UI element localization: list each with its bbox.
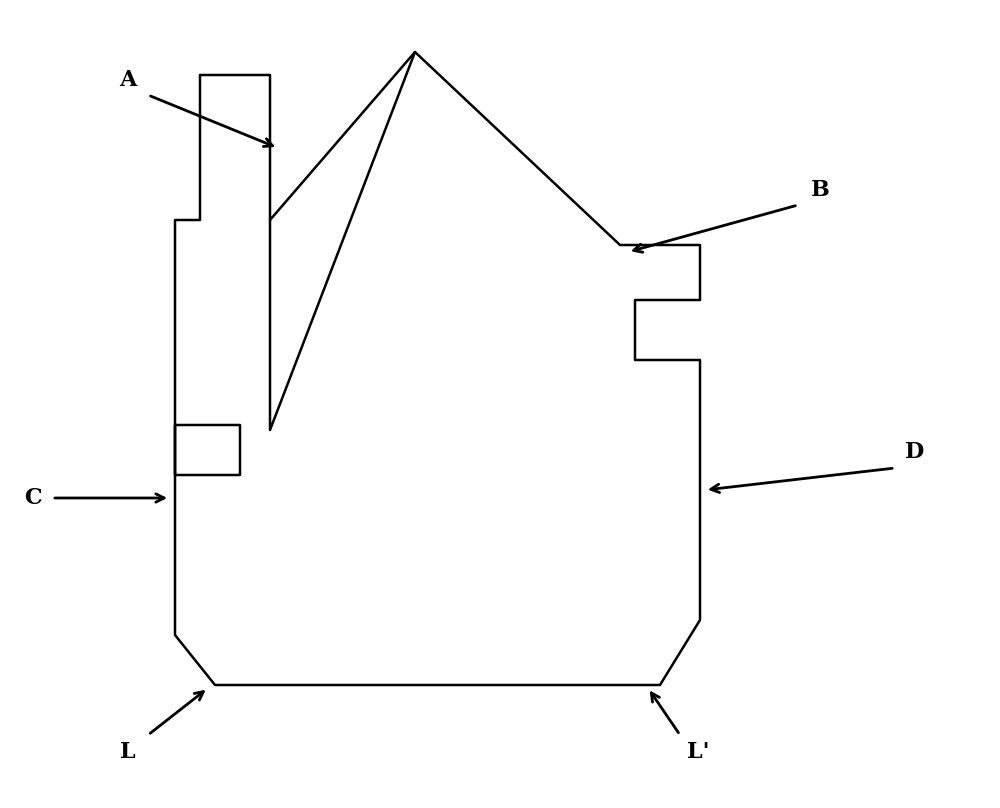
Text: A: A	[119, 69, 137, 91]
Text: L: L	[120, 741, 136, 763]
Text: B: B	[811, 179, 829, 201]
Text: L': L'	[687, 741, 709, 763]
Text: D: D	[905, 441, 925, 463]
Text: C: C	[24, 487, 42, 509]
